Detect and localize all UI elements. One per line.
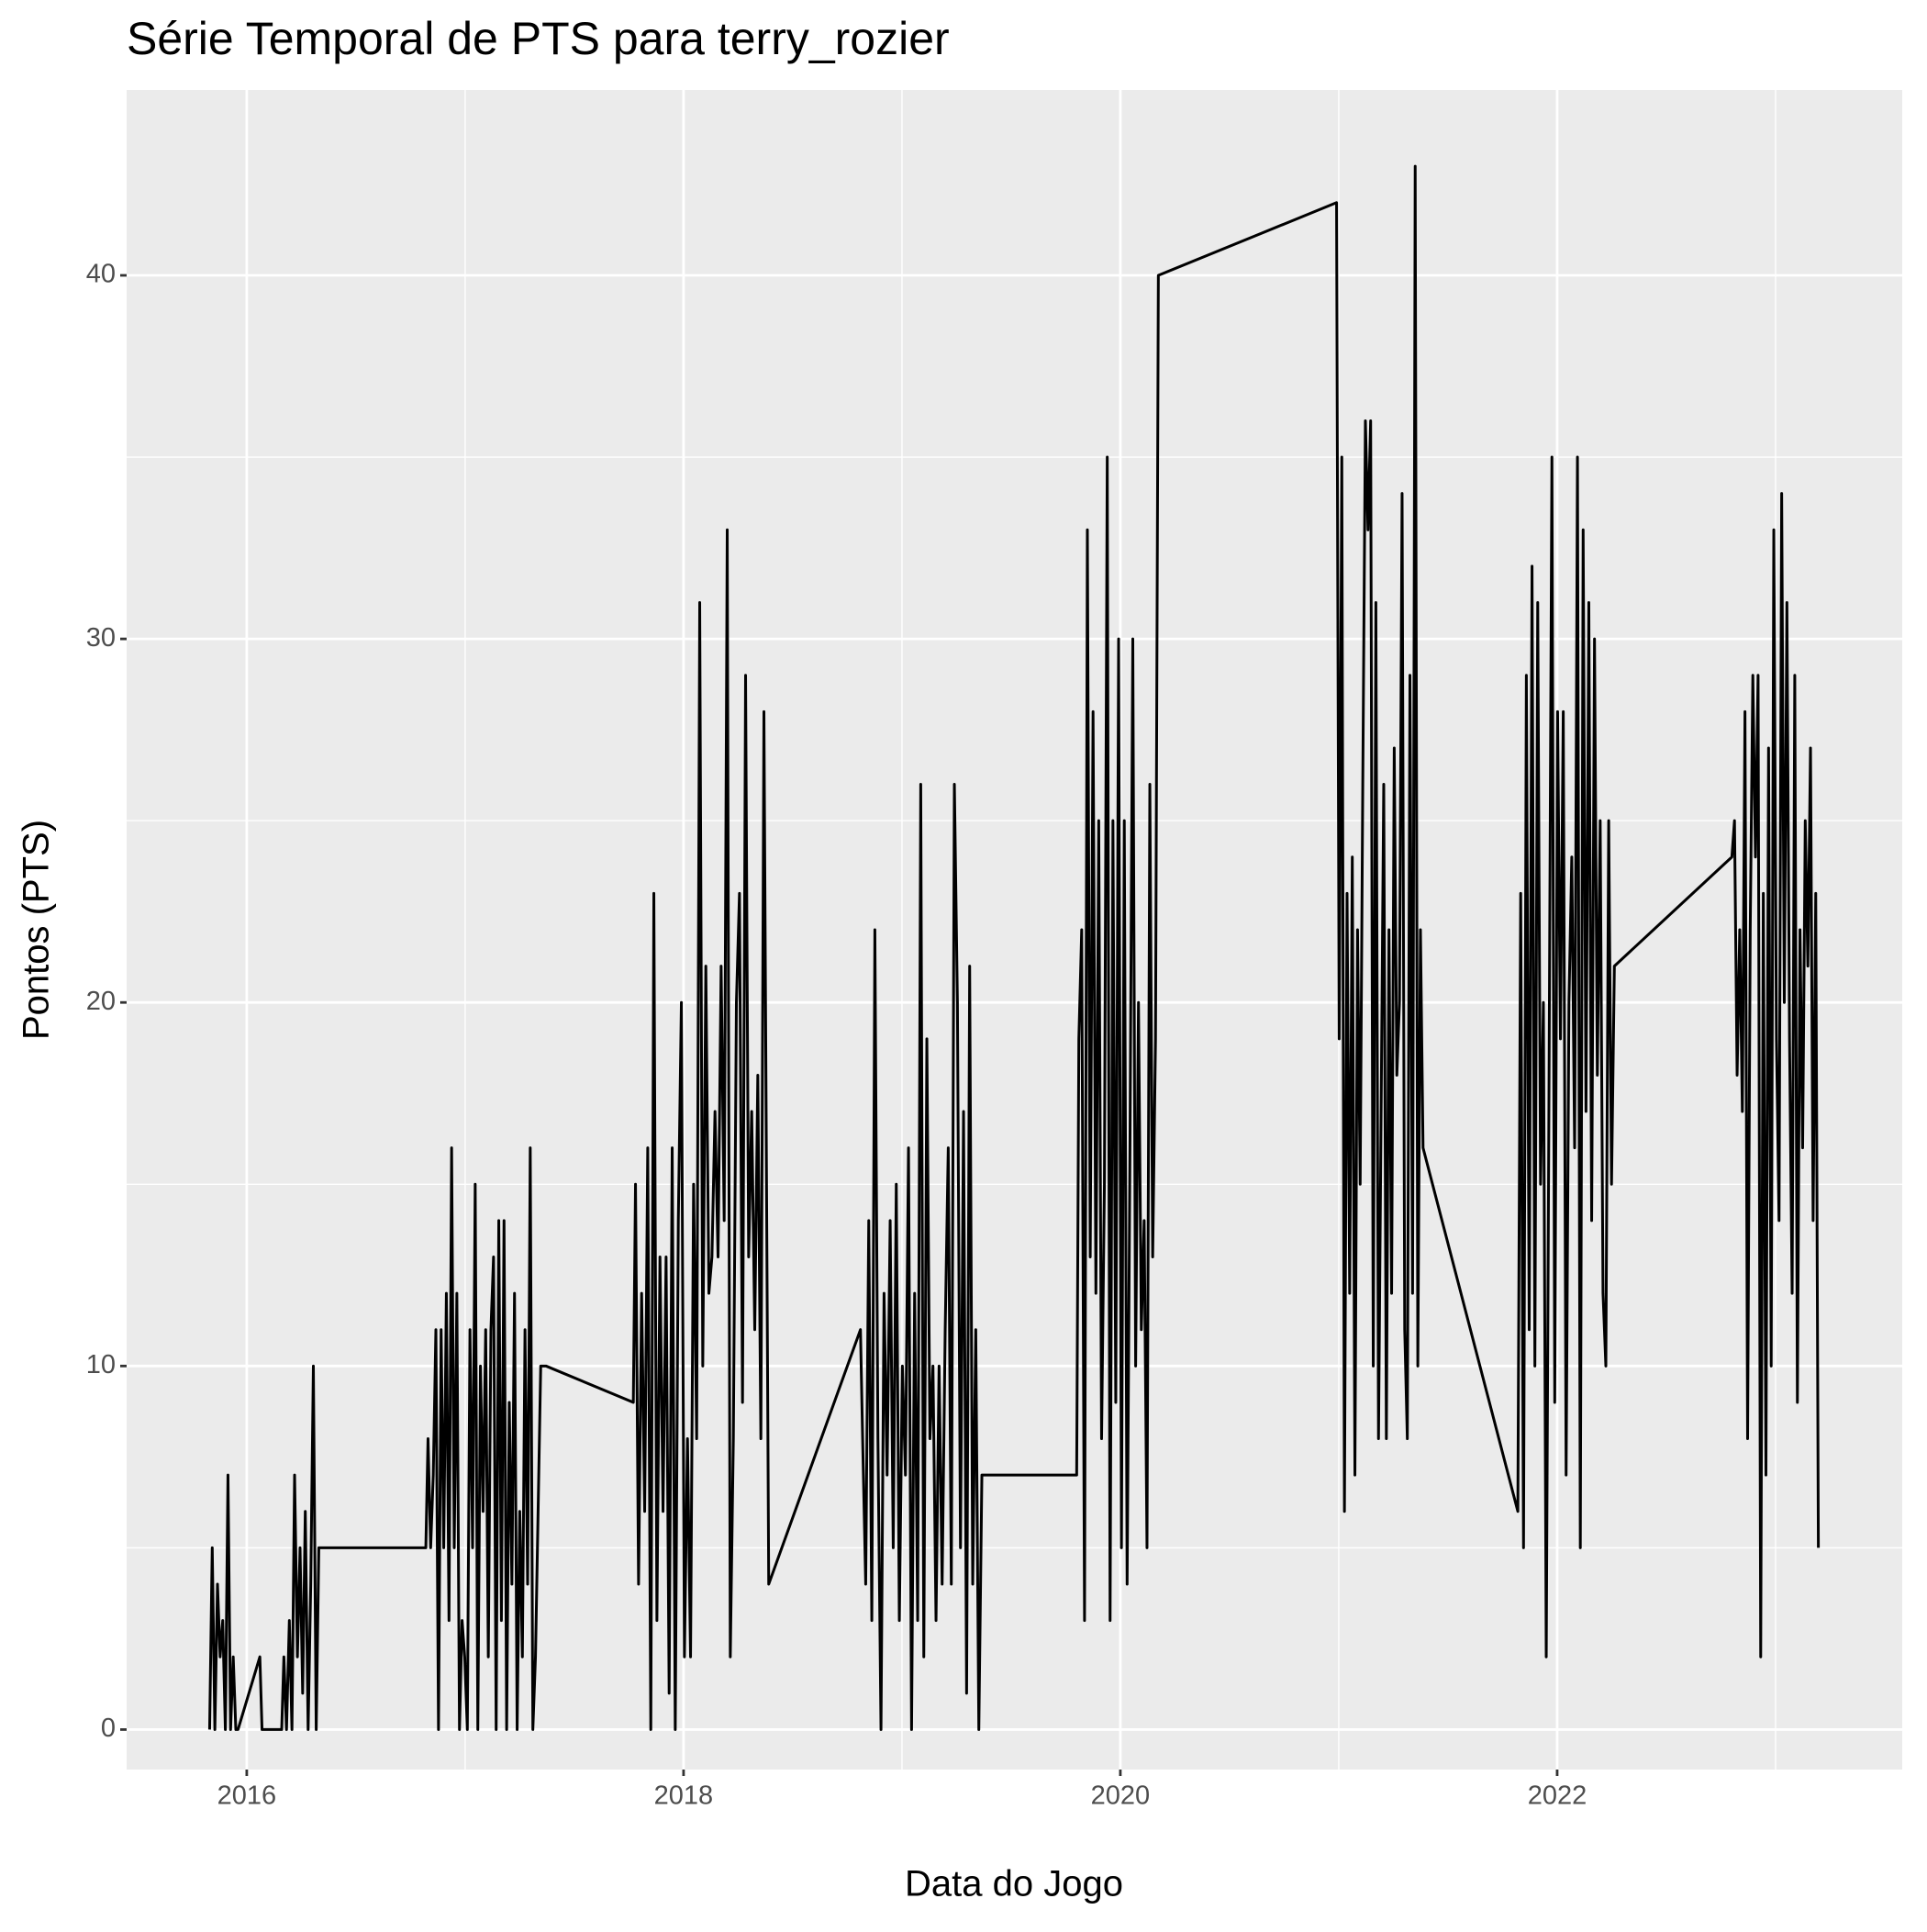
x-tick-label: 2016 <box>217 1781 277 1811</box>
x-axis-label: Data do Jogo <box>905 1864 1123 1904</box>
x-tick-label: 2018 <box>654 1781 714 1811</box>
x-tick-label: 2022 <box>1528 1781 1587 1811</box>
plot-panel <box>127 90 1902 1770</box>
y-tick-label: 0 <box>101 1714 116 1743</box>
x-tick-label: 2020 <box>1091 1781 1151 1811</box>
y-axis-label: Pontos (PTS) <box>17 820 57 1040</box>
y-tick-label: 30 <box>86 623 116 653</box>
chart-title: Série Temporal de PTS para terry_rozier <box>127 13 950 64</box>
y-tick-label: 20 <box>86 987 116 1016</box>
y-tick-label: 10 <box>86 1350 116 1379</box>
y-tick-label: 40 <box>86 260 116 289</box>
data-line <box>207 164 1821 1731</box>
